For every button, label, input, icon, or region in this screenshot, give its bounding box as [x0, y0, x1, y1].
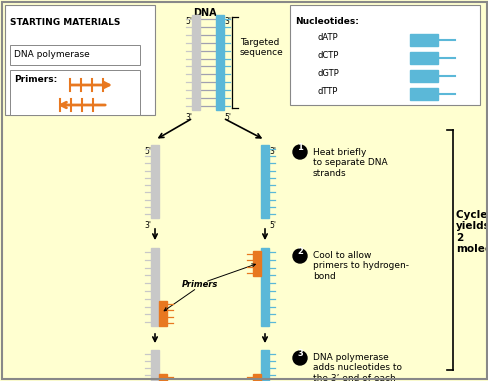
Text: 2: 2 — [296, 247, 303, 256]
Bar — [289, 5, 479, 105]
Text: DNA: DNA — [193, 8, 216, 18]
Bar — [261, 248, 268, 326]
Bar — [409, 52, 437, 64]
Text: 5': 5' — [268, 221, 275, 230]
Text: 5': 5' — [224, 113, 230, 122]
Text: 1: 1 — [296, 142, 303, 152]
Text: Heat briefly
to separate DNA
strands: Heat briefly to separate DNA strands — [312, 148, 387, 178]
Bar — [159, 301, 167, 326]
Text: 3: 3 — [297, 349, 302, 357]
Text: Primers: Primers — [182, 280, 218, 289]
Text: 5': 5' — [184, 17, 192, 26]
Bar — [151, 145, 159, 218]
Text: 3': 3' — [184, 113, 192, 122]
Bar — [261, 350, 268, 381]
Bar — [409, 70, 437, 82]
Circle shape — [292, 351, 306, 365]
Bar — [159, 374, 167, 381]
Text: 3': 3' — [143, 221, 151, 230]
Text: dATP: dATP — [317, 33, 338, 42]
Bar — [409, 88, 437, 100]
Bar — [10, 45, 140, 65]
Text: Primers:: Primers: — [14, 75, 57, 84]
Bar — [10, 70, 140, 115]
Text: STARTING MATERIALS: STARTING MATERIALS — [10, 18, 120, 27]
Text: DNA polymerase
adds nucleotides to
the 3’ end of each
primer: DNA polymerase adds nucleotides to the 3… — [312, 353, 401, 381]
Bar — [151, 248, 159, 326]
Text: dTTP: dTTP — [317, 87, 338, 96]
Bar — [151, 350, 159, 381]
Text: 3': 3' — [224, 17, 230, 26]
Text: Cool to allow
primers to hydrogen-
bond: Cool to allow primers to hydrogen- bond — [312, 251, 408, 281]
Bar — [5, 5, 155, 115]
Circle shape — [292, 249, 306, 263]
Bar — [261, 145, 268, 218]
Text: Cycle 1
yields
2
molecules: Cycle 1 yields 2 molecules — [455, 210, 488, 255]
Text: 3': 3' — [268, 147, 275, 156]
Text: Nucleotides:: Nucleotides: — [294, 17, 358, 26]
Bar — [192, 15, 200, 110]
Text: dGTP: dGTP — [317, 69, 339, 78]
Text: 5': 5' — [143, 147, 151, 156]
Bar — [409, 34, 437, 46]
Text: Targeted
sequence: Targeted sequence — [240, 38, 283, 58]
Text: dCTP: dCTP — [317, 51, 339, 60]
Bar — [252, 251, 261, 276]
Bar — [252, 374, 261, 381]
Text: DNA polymerase: DNA polymerase — [14, 50, 90, 59]
Circle shape — [292, 145, 306, 159]
Bar — [216, 15, 224, 110]
